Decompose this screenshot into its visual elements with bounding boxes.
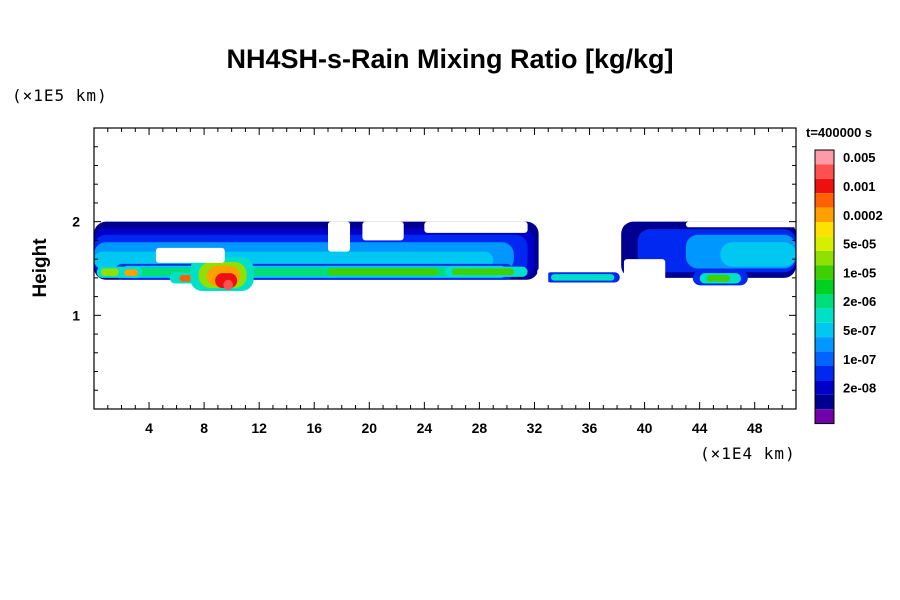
legend-label: 5e-07 [843,323,876,338]
legend-swatch [815,308,834,323]
empty-region [685,221,796,228]
contour-region [706,275,730,282]
legend-swatch [815,294,834,309]
legend-frame [814,149,835,425]
legend-label: 0.005 [843,150,876,165]
x-tick-label: 48 [747,420,763,436]
legend-label: 1e-07 [843,352,876,367]
legend-label: 2e-08 [843,381,876,396]
contour-region [451,268,514,276]
empty-region [155,247,225,263]
x-tick-label: 24 [417,420,433,436]
contour-region [124,269,139,276]
color-legend: 0.005 0.001 0.0002 5e-05 1e-05 2e-06 5e-07 1e-0… [814,149,883,425]
legend-swatch [815,193,834,208]
legend-label: 2e-06 [843,294,876,309]
contour-region [550,274,615,281]
legend-swatch [815,207,834,222]
y-tick-label: 1 [72,307,80,323]
chart-title: NH4SH-s-Rain Mixing Ratio [kg/kg] [226,44,674,74]
legend-swatch [815,236,834,251]
legend-label: 0.0002 [843,208,883,223]
legend-swatch [815,250,834,266]
empty-region [623,259,666,284]
empty-region [424,221,528,233]
x-axis: 4 8 12 16 20 24 28 32 36 40 44 48 [107,128,783,436]
legend-swatch [815,337,834,352]
y-axis: 12 [72,146,796,391]
x-tick-label: 40 [637,420,653,436]
legend-swatch [815,322,834,338]
empty-region [328,221,351,252]
legend-swatch [815,351,834,366]
plot-frame [93,127,797,410]
legend-swatch [815,150,834,165]
legend-swatch [815,394,834,410]
x-tick-label: 28 [472,420,488,436]
x-tick-label: 12 [251,420,267,436]
x-tick-label: 8 [200,420,208,436]
empty-region [537,268,549,288]
legend-swatch [815,279,834,294]
legend-swatch [815,380,834,395]
legend-swatch [815,178,834,194]
x-tick-label: 4 [145,420,153,436]
legend-swatch [815,366,834,381]
x-tick-label: 16 [306,420,322,436]
x-axis-unit: (×1E4 km) [700,444,796,463]
contour-region [100,268,119,276]
legend-label: 0.001 [843,179,876,194]
empty-region [362,221,404,241]
legend-label: 1e-05 [843,265,876,280]
x-tick-label: 32 [527,420,543,436]
legend-swatch [815,265,834,280]
legend-swatch [815,222,834,237]
x-tick-label: 20 [362,420,378,436]
time-label: t=400000 s [806,125,873,140]
contour-region [328,268,439,276]
y-axis-unit: (×1E5 km) [12,86,108,105]
legend-label: 5e-05 [843,237,876,252]
legend-swatch [815,409,834,424]
x-tick-label: 44 [692,420,708,436]
contour-region [720,242,796,267]
heatmap-field [94,221,796,291]
legend-swatch [815,164,834,179]
x-tick-label: 36 [582,420,598,436]
y-tick-label: 2 [72,214,80,230]
contour-region [223,279,234,291]
